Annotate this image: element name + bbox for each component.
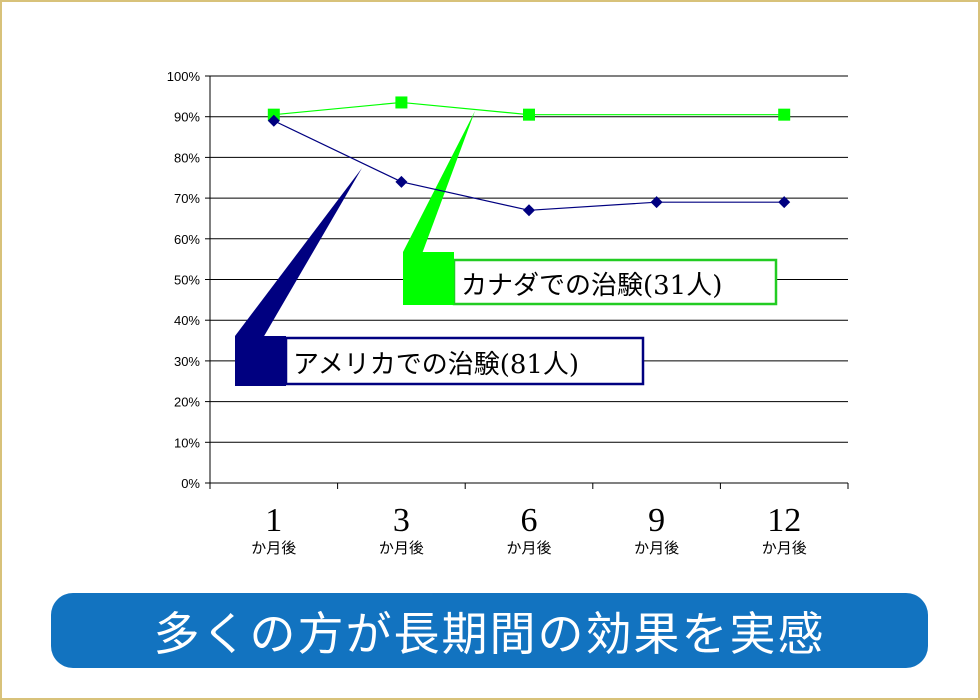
x-tick-sublabel: か月後 xyxy=(634,539,679,557)
x-tick-label: 9 xyxy=(648,502,665,539)
x-tick-label: 3 xyxy=(393,502,410,539)
usa-callout-label: アメリカでの治験(81人) xyxy=(293,350,579,380)
usa-callout-block xyxy=(235,336,286,386)
data-point-canada xyxy=(778,108,791,121)
series-layer xyxy=(267,96,791,217)
data-point-canada xyxy=(523,108,535,121)
y-tick-label: 30% xyxy=(174,354,200,369)
series-line-1 xyxy=(273,120,785,211)
y-tick-label: 100% xyxy=(167,69,201,84)
y-tick-label: 50% xyxy=(174,273,200,288)
canada-callout-block xyxy=(403,252,454,305)
y-tick-label: 90% xyxy=(174,110,200,125)
x-tick-label: 12 xyxy=(767,502,801,539)
data-point-usa xyxy=(778,196,791,209)
x-tick-label: 1 xyxy=(265,502,282,539)
x-tick-label: 6 xyxy=(521,502,538,539)
y-axis-ticks: 0% 10% 20% 30% 40% 50% 60% 70% 80% 90% 100% xyxy=(167,69,210,491)
data-point-usa xyxy=(650,196,663,209)
x-tick-sublabel: か月後 xyxy=(762,539,807,557)
canada-callout-label: カナダでの治験(31人) xyxy=(461,271,722,301)
usa-callout-pointer xyxy=(235,168,362,386)
y-tick-label: 60% xyxy=(174,232,200,247)
y-tick-label: 20% xyxy=(174,395,200,410)
summary-banner: 多くの方が長期間の効果を実感 xyxy=(51,593,928,668)
y-tick-label: 80% xyxy=(174,150,200,165)
data-point-usa xyxy=(267,114,280,127)
summary-banner-text: 多くの方が長期間の効果を実感 xyxy=(153,606,826,661)
series-line-0 xyxy=(273,101,785,116)
data-point-canada xyxy=(395,96,408,109)
usa-callout-box xyxy=(284,336,645,386)
y-tick-label: 70% xyxy=(174,191,200,206)
y-tick-label: 40% xyxy=(174,313,200,328)
data-point-canada xyxy=(267,108,280,121)
y-tick-label: 0% xyxy=(181,476,200,491)
x-tick-sublabel: か月後 xyxy=(251,539,296,557)
x-tick-sublabel: か月後 xyxy=(506,539,551,557)
data-point-usa xyxy=(395,175,408,188)
axes xyxy=(209,76,848,484)
data-point-usa xyxy=(523,204,535,217)
x-tick-sublabel: か月後 xyxy=(379,539,424,557)
y-tick-label: 10% xyxy=(174,435,200,450)
